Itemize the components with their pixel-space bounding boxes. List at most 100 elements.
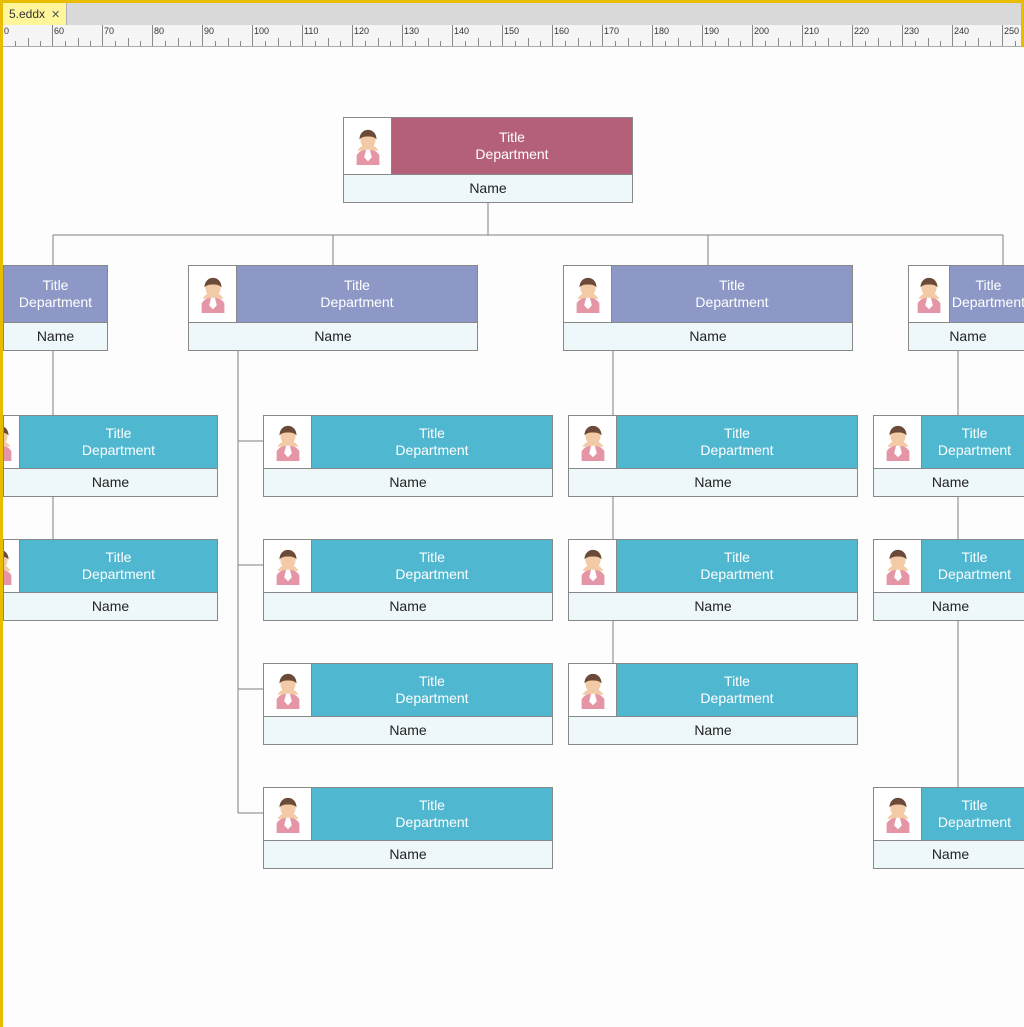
org-node-dept-line: Department bbox=[395, 566, 468, 584]
org-node-title: Title Department bbox=[312, 540, 552, 592]
org-node-title-line: Title bbox=[419, 549, 445, 567]
org-node-name: Name bbox=[4, 468, 217, 496]
org-node[interactable]: Title Department Name bbox=[3, 415, 218, 497]
avatar bbox=[874, 788, 922, 840]
org-node-title-line: Title bbox=[719, 277, 745, 295]
org-node-title-line: Title bbox=[106, 425, 132, 443]
org-node-title: Title Department bbox=[20, 540, 217, 592]
org-node[interactable]: Title Department Name bbox=[343, 117, 633, 203]
org-node[interactable]: Title Department Name bbox=[263, 787, 553, 869]
document-tab-label: 5.eddx bbox=[9, 7, 45, 21]
org-node-title-line: Title bbox=[962, 549, 988, 567]
org-node-dept-line: Department bbox=[700, 566, 773, 584]
org-node[interactable]: Title Department Name bbox=[873, 415, 1024, 497]
org-node-title-line: Title bbox=[962, 797, 988, 815]
org-node-dept-line: Department bbox=[938, 566, 1011, 584]
org-node[interactable]: Title Department Name bbox=[873, 539, 1024, 621]
org-node-name: Name bbox=[569, 716, 857, 744]
avatar bbox=[909, 266, 950, 322]
org-node-title-line: Title bbox=[724, 425, 750, 443]
avatar bbox=[264, 788, 312, 840]
org-node-title-line: Title bbox=[106, 549, 132, 567]
avatar bbox=[4, 416, 20, 468]
org-node-name: Name bbox=[264, 468, 552, 496]
org-node-name: Name bbox=[344, 174, 632, 202]
avatar bbox=[569, 416, 617, 468]
org-node-title-line: Title bbox=[724, 549, 750, 567]
org-node-title: Title Department bbox=[4, 266, 107, 322]
org-node-name: Name bbox=[189, 322, 477, 350]
org-node[interactable]: Title Department Name bbox=[908, 265, 1024, 351]
avatar bbox=[344, 118, 392, 174]
org-node-title: Title Department bbox=[922, 416, 1024, 468]
org-node-title: Title Department bbox=[312, 788, 552, 840]
org-node[interactable]: Title Department Name bbox=[563, 265, 853, 351]
org-node[interactable]: Title Department Name bbox=[188, 265, 478, 351]
org-node-dept-line: Department bbox=[952, 294, 1024, 312]
org-node-title-line: Title bbox=[43, 277, 69, 295]
org-node-title: Title Department bbox=[312, 416, 552, 468]
org-node-name: Name bbox=[264, 840, 552, 868]
org-node[interactable]: Title Department Name bbox=[263, 663, 553, 745]
org-node-dept-line: Department bbox=[395, 814, 468, 832]
org-node[interactable]: Title Department Name bbox=[3, 539, 218, 621]
avatar bbox=[569, 540, 617, 592]
org-node-title: Title Department bbox=[617, 664, 857, 716]
org-node-name: Name bbox=[569, 468, 857, 496]
horizontal-ruler: 0607080901001101201301401501601701801902… bbox=[3, 25, 1021, 47]
org-node-title-line: Title bbox=[724, 673, 750, 691]
org-node[interactable]: Title Department Name bbox=[873, 787, 1024, 869]
org-node[interactable]: Title Department Name bbox=[263, 415, 553, 497]
org-node-title-line: Title bbox=[419, 673, 445, 691]
org-node-dept-line: Department bbox=[695, 294, 768, 312]
org-node-title-line: Title bbox=[419, 425, 445, 443]
org-node-dept-line: Department bbox=[938, 442, 1011, 460]
org-node-title-line: Title bbox=[962, 425, 988, 443]
org-node-title: Title Department bbox=[922, 788, 1024, 840]
org-node-name: Name bbox=[874, 592, 1024, 620]
org-node-name: Name bbox=[569, 592, 857, 620]
org-node[interactable]: Title Department Name bbox=[3, 265, 108, 351]
org-node-title: Title Department bbox=[950, 266, 1024, 322]
org-node-title-line: Title bbox=[419, 797, 445, 815]
avatar bbox=[264, 664, 312, 716]
avatar bbox=[264, 540, 312, 592]
org-node-title: Title Department bbox=[20, 416, 217, 468]
org-node-title: Title Department bbox=[392, 118, 632, 174]
org-node-title: Title Department bbox=[612, 266, 852, 322]
org-node-title: Title Department bbox=[617, 416, 857, 468]
org-node-title: Title Department bbox=[237, 266, 477, 322]
org-node-dept-line: Department bbox=[475, 146, 548, 164]
avatar bbox=[569, 664, 617, 716]
document-tab-bar: 5.eddx ✕ bbox=[3, 3, 1021, 25]
org-node-dept-line: Department bbox=[938, 814, 1011, 832]
document-tab[interactable]: 5.eddx ✕ bbox=[3, 3, 67, 25]
org-node-name: Name bbox=[4, 592, 217, 620]
org-node-dept-line: Department bbox=[320, 294, 393, 312]
org-node-title: Title Department bbox=[617, 540, 857, 592]
avatar bbox=[4, 540, 20, 592]
org-node-dept-line: Department bbox=[82, 442, 155, 460]
org-node[interactable]: Title Department Name bbox=[568, 663, 858, 745]
org-node-name: Name bbox=[874, 468, 1024, 496]
org-node-dept-line: Department bbox=[395, 442, 468, 460]
diagram-canvas[interactable]: Title Department Name Title Department N… bbox=[3, 47, 1024, 1027]
org-node-dept-line: Department bbox=[82, 566, 155, 584]
org-node[interactable]: Title Department Name bbox=[568, 415, 858, 497]
org-node-name: Name bbox=[874, 840, 1024, 868]
avatar bbox=[264, 416, 312, 468]
org-node-name: Name bbox=[909, 322, 1024, 350]
org-node-title: Title Department bbox=[922, 540, 1024, 592]
org-node-title-line: Title bbox=[499, 129, 525, 147]
org-node-name: Name bbox=[4, 322, 107, 350]
org-node-dept-line: Department bbox=[700, 690, 773, 708]
avatar bbox=[874, 416, 922, 468]
org-node-name: Name bbox=[264, 592, 552, 620]
close-icon[interactable]: ✕ bbox=[51, 8, 60, 21]
avatar bbox=[189, 266, 237, 322]
org-node[interactable]: Title Department Name bbox=[263, 539, 553, 621]
org-node-dept-line: Department bbox=[395, 690, 468, 708]
org-node-dept-line: Department bbox=[700, 442, 773, 460]
org-node[interactable]: Title Department Name bbox=[568, 539, 858, 621]
org-node-title-line: Title bbox=[344, 277, 370, 295]
